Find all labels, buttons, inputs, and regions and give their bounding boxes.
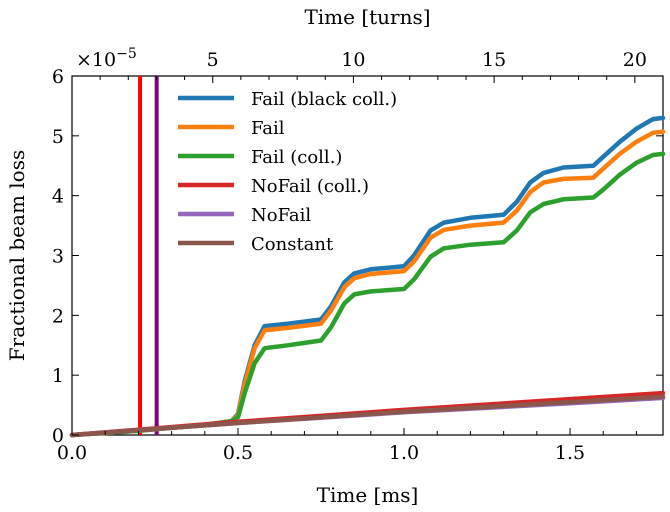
x-tick-label: 1.5: [555, 442, 585, 464]
legend-label: Fail (coll.): [251, 147, 342, 168]
legend-label: Fail: [251, 118, 285, 139]
plot-frame: [71, 75, 664, 436]
y-axis-title: Fractional beam loss: [5, 150, 29, 361]
top-x-axis-title: Time [turns]: [304, 5, 430, 29]
x-tick-label: 0.0: [57, 442, 87, 464]
y-tick-label: 2: [52, 305, 64, 327]
legend-label: NoFail: [251, 205, 311, 226]
series-line-constant: [69, 394, 666, 438]
y-tick-label: 6: [52, 66, 64, 88]
ticks-layer: 0.0 0.5 1.0 1.5 0 1 2 3 4 5 6 5 10 15 20: [52, 49, 663, 464]
x2-tick-label: 5: [207, 49, 219, 71]
x2-tick-label: 10: [341, 49, 365, 71]
y-tick-label: 1: [52, 365, 64, 387]
x-tick-label: 1.0: [389, 442, 419, 464]
x-tick-label: 0.5: [223, 442, 253, 464]
series-line-fail-coll: [69, 151, 666, 438]
legend-label: Constant: [251, 234, 334, 255]
y-tick-label: 0: [52, 425, 64, 447]
series-layer: [69, 76, 666, 438]
y-axis-scale-factor: ×10−5: [76, 46, 137, 71]
legend-label: Fail (black coll.): [251, 89, 397, 110]
y-axis-scale-exponent: −5: [116, 46, 137, 62]
y-tick-label: 5: [52, 126, 64, 148]
x2-tick-label: 15: [482, 49, 506, 71]
x-axis-title: Time [ms]: [317, 483, 419, 507]
legend: Fail (black coll.) Fail Fail (coll.) NoFail…: [178, 89, 397, 255]
y-axis-scale-base: ×10: [76, 49, 116, 71]
legend-label: NoFail (coll.): [251, 176, 369, 197]
y-tick-label: 4: [52, 186, 64, 208]
y-tick-label: 3: [52, 246, 64, 268]
series-line-fail: [69, 129, 666, 438]
x2-tick-label: 20: [623, 49, 647, 71]
